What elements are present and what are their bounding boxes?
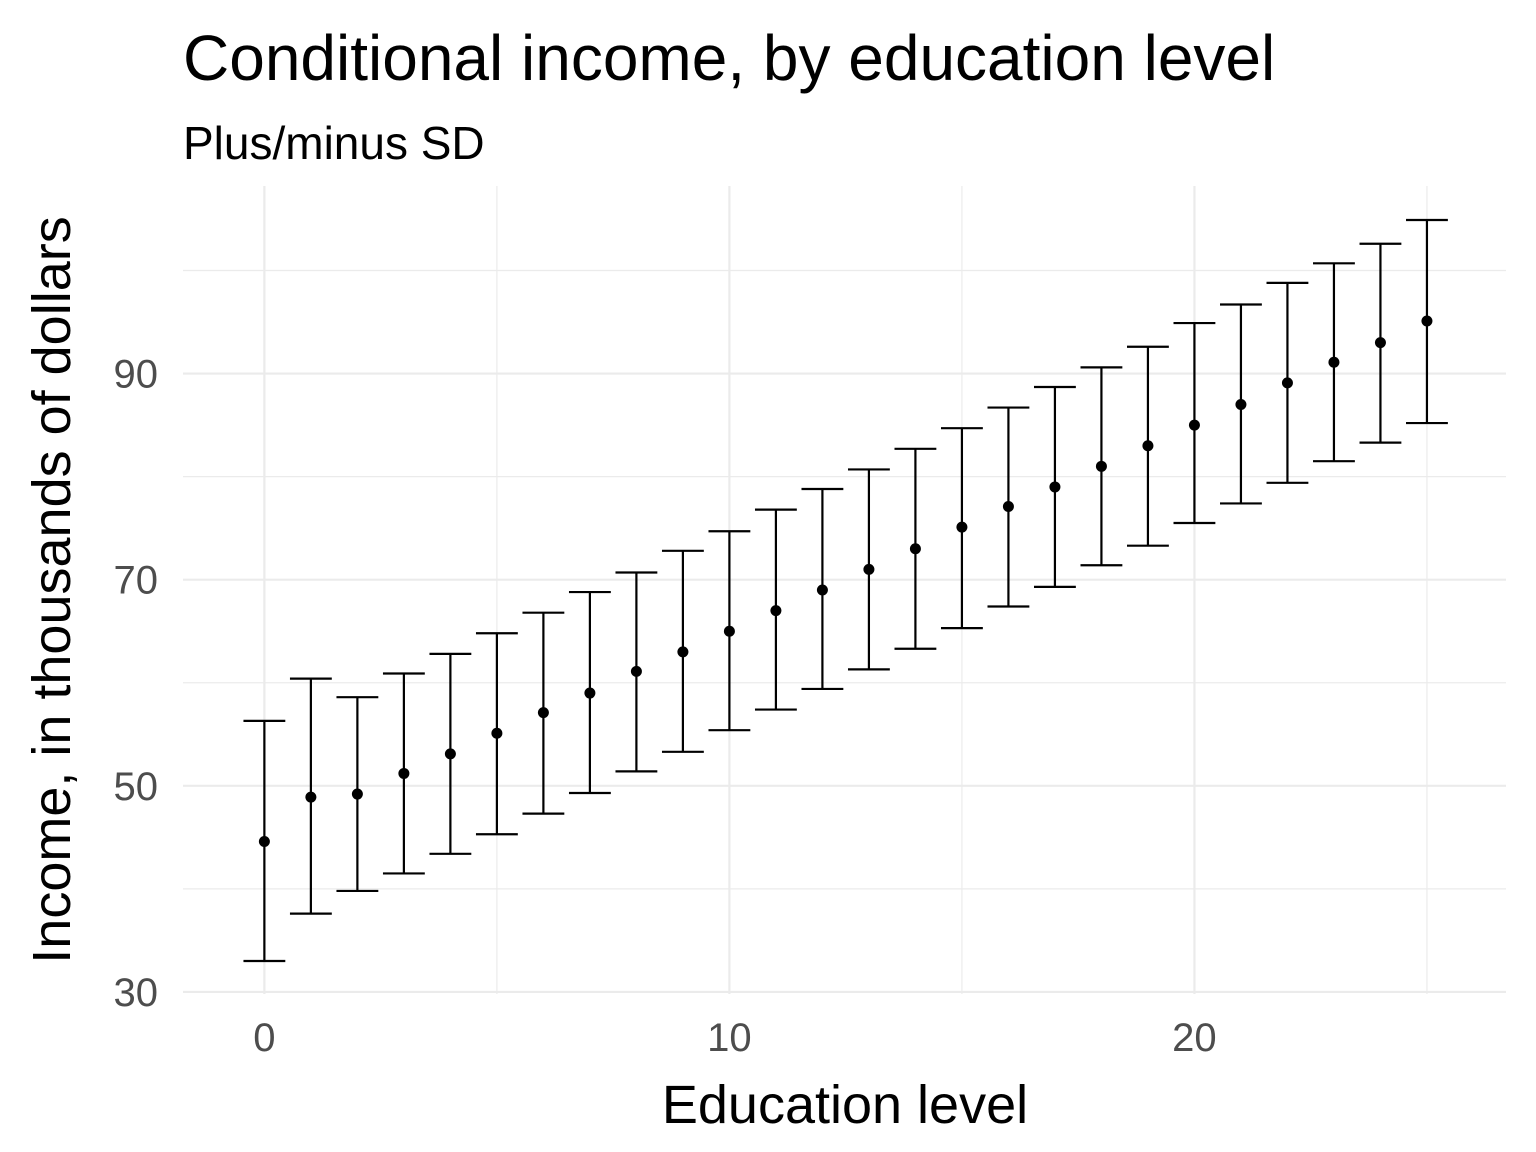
y-tick-label: 90 — [114, 353, 159, 397]
mean-point — [1002, 501, 1014, 513]
mean-point — [1049, 481, 1061, 493]
mean-point — [258, 835, 270, 847]
mean-point — [816, 584, 828, 596]
mean-point — [630, 665, 642, 677]
y-tick-label: 70 — [114, 559, 159, 603]
x-axis-ticks: 0 10 20 — [253, 1016, 1216, 1060]
mean-point — [1235, 398, 1247, 410]
grid — [183, 186, 1506, 994]
mean-point — [863, 563, 875, 575]
mean-points — [258, 315, 1433, 847]
mean-point — [677, 646, 689, 658]
error-bars — [243, 218, 1448, 963]
y-tick-label: 50 — [114, 765, 159, 809]
mean-point — [1281, 377, 1293, 389]
mean-point — [956, 521, 968, 533]
mean-point — [584, 687, 596, 699]
mean-point — [1374, 337, 1386, 349]
mean-point — [305, 791, 317, 803]
mean-point — [351, 788, 363, 800]
chart-subtitle: Plus/minus SD — [183, 117, 485, 169]
y-axis-ticks: 30 50 70 90 — [114, 353, 159, 1015]
mean-point — [770, 605, 782, 617]
mean-point — [723, 625, 735, 637]
x-tick-label: 20 — [1172, 1016, 1217, 1060]
mean-point — [1095, 460, 1107, 472]
mean-point — [491, 727, 503, 739]
x-tick-label: 10 — [707, 1016, 752, 1060]
mean-point — [398, 767, 410, 779]
mean-point — [1188, 419, 1200, 431]
mean-point — [537, 707, 549, 719]
mean-point — [1328, 356, 1340, 368]
x-tick-label: 0 — [253, 1016, 275, 1060]
mean-point — [444, 748, 456, 760]
mean-point — [909, 543, 921, 555]
chart-title: Conditional income, by education level — [183, 22, 1275, 94]
mean-point — [1142, 440, 1154, 452]
y-tick-label: 30 — [114, 971, 159, 1015]
mean-point — [1421, 315, 1433, 327]
y-axis-title: Income, in thousands of dollars — [22, 216, 82, 963]
x-axis-title: Education level — [662, 1075, 1028, 1135]
